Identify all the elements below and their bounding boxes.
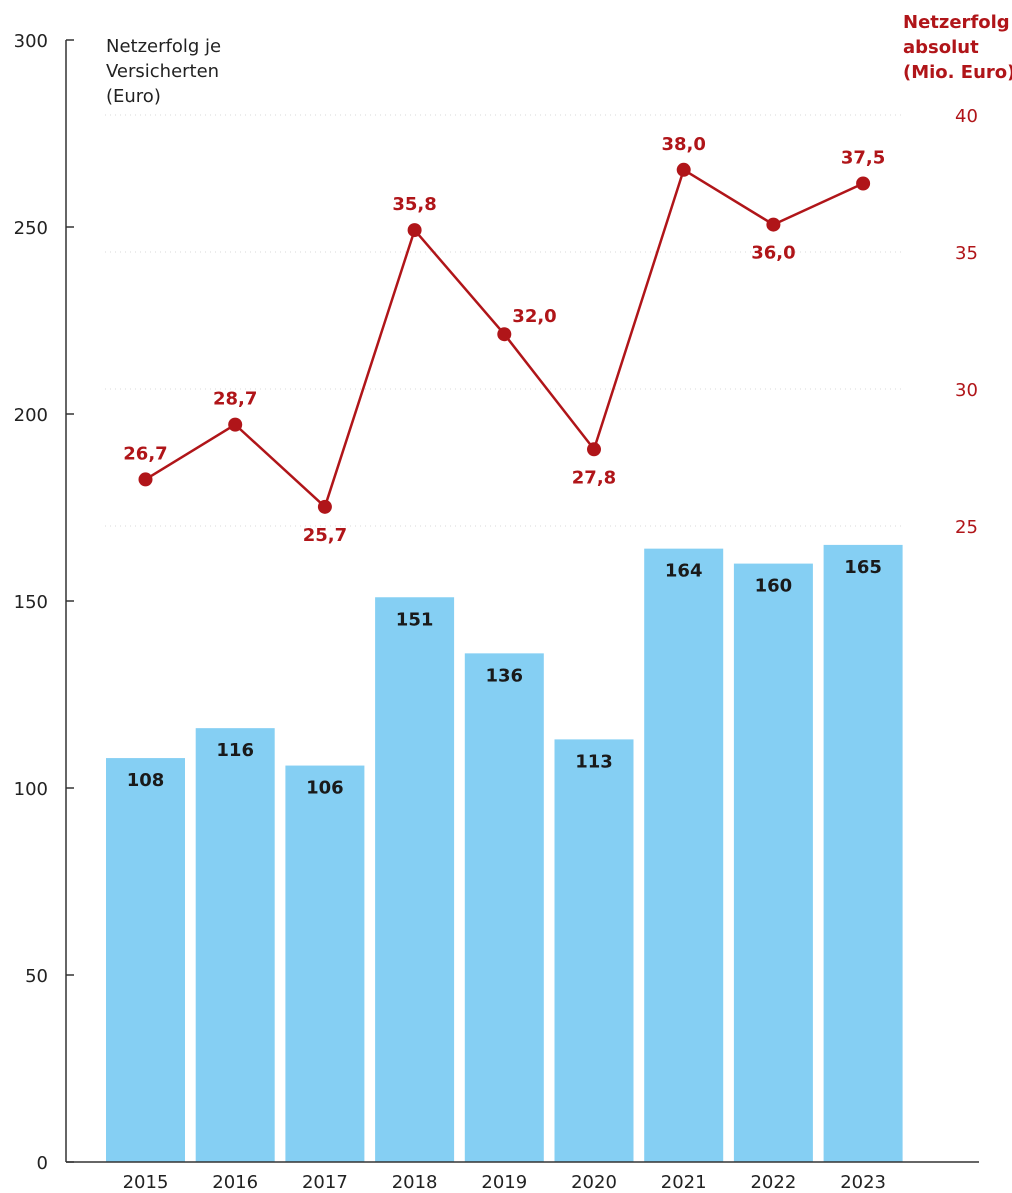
y-axis-left-tick-label: 300	[14, 31, 48, 52]
y-axis-right-tick-label: 40	[955, 106, 978, 127]
bar-value-label: 136	[486, 665, 524, 686]
x-axis-tick-label: 2017	[302, 1172, 348, 1193]
bar-value-label: 151	[396, 609, 434, 630]
bar	[464, 653, 544, 1162]
x-axis-tick-label: 2023	[840, 1172, 886, 1193]
line-value-label: 27,8	[572, 467, 616, 488]
y-axis-left-title-line-1: Netzerfolg je	[106, 36, 221, 57]
line-point	[766, 217, 781, 232]
y-axis-left-ticks: 0 50 100 150 200 250 300	[14, 31, 74, 1174]
bar-value-label: 165	[844, 557, 882, 578]
x-axis-tick-label: 2019	[481, 1172, 527, 1193]
x-axis-tick-label: 2020	[571, 1172, 617, 1193]
bar-value-label: 106	[306, 778, 344, 799]
bar	[823, 544, 903, 1162]
line-point	[228, 417, 243, 432]
y-axis-left-tick-label: 150	[14, 592, 48, 613]
line-value-label: 26,7	[123, 443, 167, 464]
line-value-label: 36,0	[751, 243, 795, 264]
y-axis-right-tick-label: 35	[955, 243, 978, 264]
gridlines	[105, 114, 905, 527]
line-point	[497, 327, 512, 342]
y-axis-right-title-line-2: absolut	[903, 37, 979, 58]
line-value-label: 35,8	[392, 194, 436, 215]
line-point	[407, 223, 422, 238]
bar	[195, 728, 275, 1162]
x-axis-ticks: 2015 2016 2017 2018 2019 2020 2021 2022 2023	[123, 1172, 886, 1193]
line-point	[587, 442, 601, 457]
y-axis-right-tick-label: 30	[955, 380, 978, 401]
line-series: 26,7 28,7 25,7 35,8 32,0 27,8 38,0 36,0 37,5	[123, 134, 885, 546]
bar-value-label: 116	[216, 740, 254, 761]
y-axis-left-tick-label: 200	[14, 405, 48, 426]
line-point	[317, 499, 332, 514]
y-axis-right-title: Netzerfolg absolut (Mio. Euro)	[903, 12, 1012, 83]
bar	[733, 563, 813, 1162]
line-value-label: 38,0	[661, 134, 705, 155]
line-point	[676, 162, 691, 177]
bar-value-label: 164	[665, 561, 703, 582]
bar	[285, 765, 365, 1162]
y-axis-right-title-line-1: Netzerfolg	[903, 12, 1010, 33]
x-axis-tick-label: 2018	[392, 1172, 438, 1193]
line-value-label: 28,7	[213, 389, 257, 410]
y-axis-left-tick-label: 250	[14, 218, 48, 239]
y-axis-left-title-line-2: Versicherten	[106, 61, 219, 82]
line-value-label: 37,5	[841, 148, 885, 169]
x-axis-tick-label: 2022	[750, 1172, 796, 1193]
bar	[554, 739, 634, 1162]
y-axis-right-title-line-3: (Mio. Euro)	[903, 62, 1012, 83]
y-axis-left-title-line-3: (Euro)	[106, 86, 161, 107]
line-value-label: 25,7	[303, 525, 347, 546]
line-point	[856, 176, 871, 191]
x-axis-tick-label: 2021	[661, 1172, 707, 1193]
y-axis-left-tick-label: 100	[14, 779, 48, 800]
bar	[106, 758, 185, 1162]
bar-value-label: 160	[755, 576, 793, 597]
y-axis-left-tick-label: 50	[25, 966, 48, 987]
x-axis-tick-label: 2016	[212, 1172, 258, 1193]
bar	[644, 548, 724, 1162]
y-axis-right-ticks: 25 30 35 40	[955, 106, 978, 538]
bar-series: 108 116 106 151 136 113 164 160 165	[106, 544, 903, 1162]
y-axis-right-tick-label: 25	[955, 517, 978, 538]
bar-value-label: 113	[575, 751, 613, 772]
bar-value-label: 108	[127, 770, 165, 791]
x-axis-tick-label: 2015	[123, 1172, 169, 1193]
y-axis-left-tick-label: 0	[37, 1153, 48, 1174]
line-point	[138, 472, 153, 487]
y-axis-left-title: Netzerfolg je Versicherten (Euro)	[106, 36, 227, 107]
line-value-label: 32,0	[512, 306, 556, 327]
bar	[375, 597, 455, 1162]
